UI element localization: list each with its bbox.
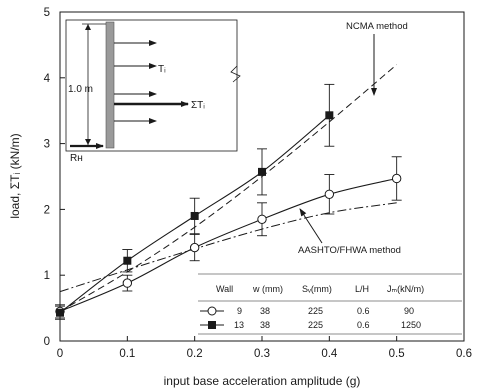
- y-axis-title: load, ΣTᵢ (kN/m): [8, 133, 22, 218]
- x-axis: 0 0.1 0.2 0.3 0.4 0.5 0.6: [57, 336, 472, 360]
- ncma-label: NCMA method: [346, 21, 408, 32]
- legend-table: Wall w (mm) Sᵥ(mm) L/H Jₘ(kN/m) 9 38 225…: [198, 273, 462, 335]
- legend-wall-13: 13: [234, 320, 244, 330]
- x-tick-label: 0.2: [187, 348, 203, 360]
- data-point: [257, 214, 267, 224]
- aashto-arrow: [299, 208, 323, 244]
- error-bars: [55, 83, 402, 320]
- data-point: [189, 242, 200, 253]
- y-tick-label: 2: [44, 204, 50, 216]
- data-point: [122, 278, 133, 288]
- data-point: [258, 167, 266, 176]
- method-curve: [59, 202, 397, 293]
- legend-w-13: 38: [260, 320, 270, 330]
- x-tick-label: 0.3: [254, 348, 270, 360]
- legend-j-9: 90: [404, 306, 414, 316]
- y-tick-label: 5: [44, 7, 50, 19]
- wall-facing: [105, 21, 115, 149]
- height-label: 1.0 m: [68, 84, 93, 95]
- x-tick-label: 0.6: [456, 348, 472, 360]
- method-curves: [59, 64, 398, 312]
- x-tick-label: 0: [57, 348, 63, 360]
- data-point: [324, 189, 335, 199]
- data-point: [190, 211, 199, 220]
- x-tick-label: 0.5: [389, 348, 405, 360]
- legend-lh-9: 0.6: [357, 306, 370, 316]
- legend-header-lh: L/H: [355, 284, 369, 294]
- data-markers: [55, 111, 402, 317]
- aashto-label: AASHTO/FHWA method: [298, 245, 401, 256]
- height-bottom-arrow: [85, 139, 91, 145]
- legend-header-j: Jₘ(kN/m): [387, 284, 424, 294]
- legend-header-sv: Sᵥ(mm): [302, 284, 332, 294]
- y-tick-label: 4: [44, 73, 51, 85]
- y-tick-label: 1: [44, 270, 50, 282]
- inset-break-mark: [230, 65, 241, 83]
- y-tick-label: 3: [44, 139, 50, 151]
- legend-header-wall: Wall: [216, 284, 233, 294]
- data-point: [325, 111, 334, 120]
- tie-force-label: Tᵢ: [158, 64, 166, 75]
- legend-marker-wall-13: [208, 321, 216, 329]
- legend-sv-9: 225: [308, 306, 323, 316]
- x-axis-title: input base acceleration amplitude (g): [164, 374, 361, 388]
- data-point: [391, 173, 402, 184]
- x-tick-label: 0.1: [119, 348, 135, 360]
- y-axis: 0 1 2 3 4 5: [44, 7, 65, 348]
- x-tick-label: 0.4: [321, 348, 338, 360]
- base-reaction-label: Rʜ: [70, 153, 83, 164]
- data-point: [123, 256, 132, 265]
- legend-sv-13: 225: [308, 320, 323, 330]
- legend-j-13: 1250: [401, 320, 421, 330]
- method-curve: [59, 64, 398, 312]
- legend-wall-9: 9: [237, 306, 242, 316]
- height-top-arrow: [85, 24, 91, 30]
- legend-w-9: 38: [260, 306, 270, 316]
- y-tick-label: 0: [44, 336, 50, 348]
- legend-lh-13: 0.6: [357, 320, 370, 330]
- resultant-label: ΣTᵢ: [191, 100, 205, 111]
- series-line: [59, 177, 397, 312]
- legend-header-w: w (mm): [252, 284, 283, 294]
- legend-marker-wall-9: [207, 306, 217, 316]
- data-point: [56, 308, 64, 317]
- wall-inset-diagram: 1.0 m Tᵢ ΣTᵢ Rʜ: [65, 19, 241, 164]
